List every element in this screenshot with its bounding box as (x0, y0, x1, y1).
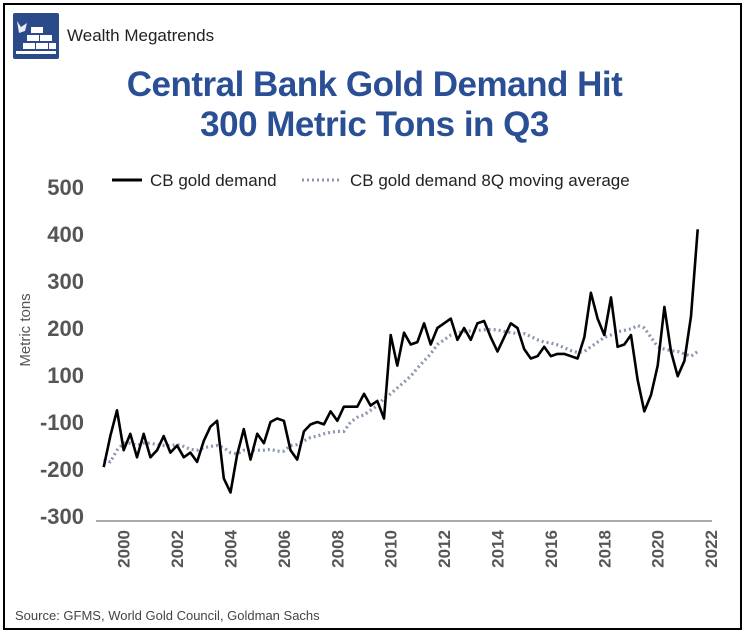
y-tick-label: -300 (40, 504, 84, 529)
x-tick-label: 2010 (382, 530, 401, 568)
gold-bars-icon (13, 13, 59, 59)
chart-title-line1: Central Bank Gold Demand Hit (126, 65, 623, 104)
x-tick-label: 2008 (328, 530, 347, 568)
brand-header: Wealth Megatrends (13, 13, 214, 59)
x-tick-label: 2016 (542, 530, 561, 568)
y-axis-ticks: 500 400 300 200 100 -100 -200 -300 (40, 175, 84, 529)
y-tick-label: 500 (47, 175, 84, 200)
legend-label-demand: CB gold demand (150, 171, 277, 190)
y-tick-label: -200 (40, 457, 84, 482)
x-tick-label: 2006 (275, 530, 294, 568)
x-tick-label: 2002 (168, 530, 187, 568)
legend-label-moving-average: CB gold demand 8Q moving average (350, 171, 630, 190)
x-tick-label: 2004 (221, 529, 240, 567)
x-tick-label: 2022 (702, 530, 721, 568)
y-tick-label: 100 (47, 363, 84, 388)
y-tick-label: 400 (47, 222, 84, 247)
chart-title: Central Bank Gold Demand Hit 300 Metric … (5, 65, 744, 145)
x-tick-label: 2020 (649, 530, 668, 568)
legend: CB gold demand CB gold demand 8Q moving … (112, 171, 630, 190)
series-line-demand (102, 229, 699, 494)
y-tick-label: -100 (40, 410, 84, 435)
y-axis-label: Metric tons (17, 293, 34, 366)
x-tick-label: 2018 (595, 530, 614, 568)
series-layer (102, 229, 699, 494)
chart-title-line2: 300 Metric Tons in Q3 (200, 105, 549, 144)
chart-frame: Wealth Megatrends Central Bank Gold Dema… (3, 3, 742, 630)
x-tick-label: 2012 (435, 530, 454, 568)
source-note: Source: GFMS, World Gold Council, Goldma… (15, 608, 320, 623)
y-tick-label: 300 (47, 269, 84, 294)
x-tick-label: 2000 (115, 530, 134, 568)
x-tick-label: 2014 (488, 529, 507, 567)
x-axis-ticks: 2000 2002 2004 2006 2008 2010 2012 2014 2016 2018… (115, 529, 721, 567)
y-tick-label: 200 (47, 316, 84, 341)
brand-name: Wealth Megatrends (67, 26, 215, 45)
